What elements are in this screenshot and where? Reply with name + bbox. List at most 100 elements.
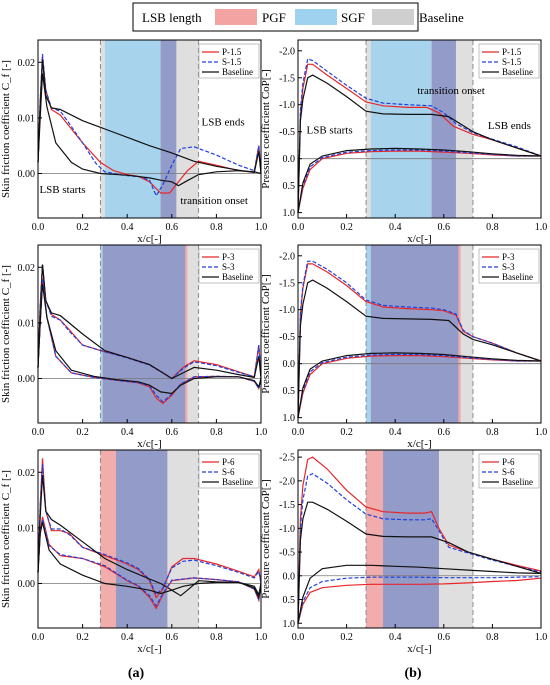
- y-tick-label: 0.00: [18, 579, 36, 590]
- annotation: LSB ends: [202, 117, 245, 129]
- plot-frame: [297, 244, 542, 424]
- annotation: LSB starts: [307, 124, 353, 136]
- skin-friction-chart-1: 0.0 0.2 0.4 0.6 0.8 1.0 x/c[-] 0.02 0.01 0.00 Skin…: [0, 39, 267, 245]
- panel-label-a: (a): [128, 666, 145, 681]
- x-tick-label: 0.8: [210, 427, 223, 438]
- y-tick-label: -0.5: [279, 127, 295, 138]
- x-tick-label: 0.0: [32, 632, 45, 643]
- overlap-lsb-band: [370, 245, 459, 423]
- x-tick-label: 0.2: [340, 427, 353, 438]
- y-tick-label: 1.0: [283, 619, 296, 630]
- overlap-lsb-band: [431, 40, 456, 218]
- y-tick-label: 1.0: [283, 208, 296, 219]
- pressure-chart-3: 0.0 0.2 0.4 0.6 0.8 1.0 x/c[-] -2.5 -2.0 -1.5 -1.0…: [260, 449, 547, 655]
- x-tick-label: 0.8: [210, 632, 223, 643]
- series-baseline: [297, 501, 542, 624]
- x-axis-label: x/c[-]: [137, 233, 161, 245]
- y-tick-label: -0.5: [279, 332, 295, 343]
- series-baseline-lower: [37, 73, 262, 187]
- series-p-1.5: [297, 63, 542, 213]
- overlap-lsb-band: [116, 450, 168, 628]
- x-tick-label: 0.2: [340, 222, 353, 233]
- y-tick-label: 0.02: [18, 468, 36, 479]
- baseline-label: Baseline: [419, 10, 464, 25]
- x-tick-label: 1.0: [255, 427, 268, 438]
- series-s-lower: [37, 519, 262, 607]
- plot-frame: [37, 449, 262, 629]
- legend-label: S-6: [222, 467, 235, 477]
- legend-label: Baseline: [222, 272, 253, 282]
- series-baseline: [297, 74, 542, 213]
- x-tick-label: 0.2: [76, 222, 89, 233]
- legend-label: S-6: [502, 467, 515, 477]
- y-tick-label: 1.0: [283, 413, 296, 424]
- y-axis-label: Skin friction coefficient C_f [-]: [0, 265, 12, 403]
- y-tick-label: -0.5: [279, 548, 295, 559]
- x-axis-label: x/c[-]: [137, 438, 161, 450]
- y-tick-label: -2.0: [279, 46, 295, 57]
- x-tick-label: 0.4: [389, 222, 402, 233]
- lsb-legend: LSB length PGF SGF Baseline: [132, 2, 464, 32]
- x-tick-label: 0.6: [438, 222, 451, 233]
- x-tick-label: 0.6: [438, 427, 451, 438]
- pressure-chart-1: 0.0 0.2 0.4 0.6 0.8 1.0 x/c[-] -2.0 -1.5 -1.0 -0.5…: [260, 39, 547, 245]
- y-tick-label: 0.02: [18, 263, 36, 274]
- x-axis-label: x/c[-]: [137, 643, 161, 655]
- annotation: transition onset: [180, 195, 248, 207]
- legend-label: P-6: [222, 457, 235, 467]
- x-axis-label: x/c[-]: [407, 643, 431, 655]
- series-baseline: [297, 279, 542, 418]
- series-baseline: [37, 264, 262, 380]
- y-tick-label: 0.0: [283, 154, 296, 165]
- x-tick-label: 0.2: [76, 427, 89, 438]
- x-tick-label: 0.8: [486, 427, 499, 438]
- y-tick-label: -2.5: [279, 453, 295, 464]
- x-tick-label: 0.6: [438, 632, 451, 643]
- overlap-lsb-band: [160, 40, 177, 218]
- x-tick-label: 0.0: [32, 222, 45, 233]
- legend-label: Baseline: [502, 67, 533, 77]
- y-tick-label: -1.0: [279, 305, 295, 316]
- baseline-swatch: [372, 9, 414, 25]
- legend-label: S-1.5: [502, 57, 522, 67]
- pressure-chart-2: 0.0 0.2 0.4 0.6 0.8 1.0 x/c[-] -2.0 -1.5 -1.0 -0.5…: [260, 244, 548, 450]
- annotation: LSB ends: [488, 120, 531, 132]
- y-tick-label: -2.0: [279, 476, 295, 487]
- x-axis-label: x/c[-]: [407, 438, 431, 450]
- legend-label: P-1.5: [502, 47, 522, 57]
- sgf-label: SGF: [341, 10, 365, 25]
- plot-frame: [297, 449, 542, 629]
- y-tick-label: 0.01: [18, 523, 36, 534]
- y-tick-label: 0.0: [283, 571, 296, 582]
- skin-friction-chart-3: 0.0 0.2 0.4 0.6 0.8 1.0 x/c[-] 0.02 0.01 0.00 Skin…: [0, 449, 267, 655]
- y-axis-label: Skin friction coefficient C_f [-]: [0, 60, 12, 198]
- y-tick-label: -1.5: [279, 73, 295, 84]
- x-tick-label: 0.2: [76, 632, 89, 643]
- x-tick-label: 0.4: [121, 632, 134, 643]
- pgf-label: PGF: [262, 10, 286, 25]
- x-tick-label: 0.4: [121, 222, 134, 233]
- legend-label: Baseline: [502, 477, 533, 487]
- y-tick-label: 0.0: [283, 359, 296, 370]
- series-baseline-lower: [297, 564, 542, 624]
- annotation: transition onset: [417, 85, 485, 97]
- x-tick-label: 0.4: [389, 427, 402, 438]
- annotation: LSB starts: [39, 184, 85, 196]
- legend-label: Baseline: [222, 477, 253, 487]
- plot-frame: [37, 39, 262, 219]
- sgf-swatch: [295, 9, 337, 25]
- y-tick-label: 0.5: [283, 386, 296, 397]
- y-tick-label: -1.0: [279, 524, 295, 535]
- y-axis-label: Pressure coefficient CoP[-]: [260, 274, 272, 394]
- series-baseline-lower: [297, 352, 542, 418]
- x-tick-label: 0.6: [166, 427, 179, 438]
- x-tick-label: 1.0: [535, 427, 548, 438]
- y-tick-label: 0.00: [18, 169, 36, 180]
- y-tick-label: -1.5: [279, 500, 295, 511]
- x-axis-label: x/c[-]: [407, 233, 431, 245]
- series-p-6: [37, 458, 262, 599]
- y-axis-label: Pressure coefficient CoP[-]: [260, 479, 272, 599]
- y-tick-label: -1.5: [279, 278, 295, 289]
- x-tick-label: 0.4: [121, 427, 134, 438]
